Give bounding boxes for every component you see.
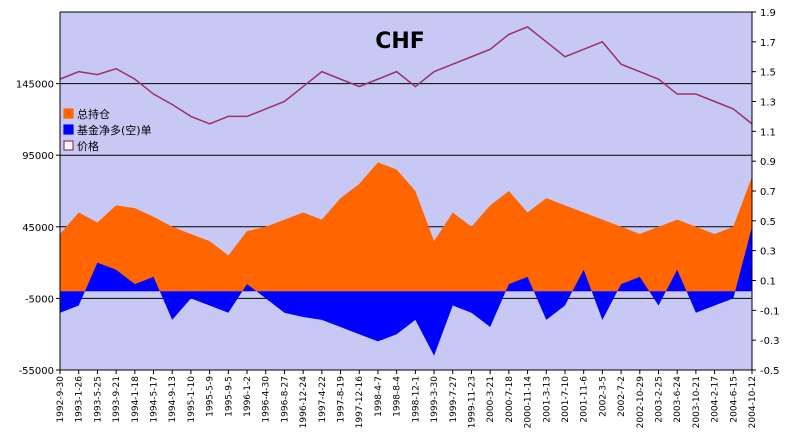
x-tick-label-2: 1993-5-25 xyxy=(93,376,103,423)
total-open-interest-area xyxy=(60,162,752,292)
right-tick-labels: -0.5 -0.3 -0.1 0.1 0.3 0.5 0.7 0.9 1.1 1.3 1.5 1.7 1… xyxy=(752,8,780,377)
x-tick-label-32: 2003-2-25 xyxy=(654,376,664,423)
x-tick-label-4: 1994-1-18 xyxy=(131,376,141,423)
price-line xyxy=(59,26,753,125)
right-tick-label-0: -0.5 xyxy=(760,366,780,377)
x-tick-label-14: 1997-4-22 xyxy=(318,376,328,423)
right-tick-label-6: 0.7 xyxy=(760,187,776,198)
x-tick-label-1: 1993-1-26 xyxy=(75,376,85,423)
right-tick-label-2: -0.1 xyxy=(760,306,780,317)
right-tick-label-3: 0.1 xyxy=(760,277,776,288)
x-tick-label-6: 1994-9-13 xyxy=(168,376,178,423)
x-tick-label-18: 1998-8-4 xyxy=(393,376,403,417)
legend-swatch-0 xyxy=(63,108,74,119)
x-tick-label-21: 1999-7-27 xyxy=(449,376,459,423)
right-tick-label-10: 1.5 xyxy=(760,68,776,79)
left-tick-label-1: -5000 xyxy=(25,294,54,305)
legend-label-2: 价格 xyxy=(77,139,99,153)
legend-label-1: 基金净多(空)单 xyxy=(77,123,152,137)
x-tick-label-8: 1995-5-9 xyxy=(206,376,216,417)
x-tick-label-11: 1996-4-30 xyxy=(262,376,272,423)
left-tick-label-0: -55000 xyxy=(19,366,54,377)
legend-label-0: 总持仓 xyxy=(77,107,110,121)
x-tick-label-34: 2003-10-21 xyxy=(692,376,702,428)
x-tick-label-24: 2000-7-18 xyxy=(505,376,515,423)
right-tick-label-12: 1.9 xyxy=(760,8,776,19)
x-tick-label-28: 2001-11-6 xyxy=(580,376,590,423)
x-tick-label-19: 1998-12-1 xyxy=(411,376,421,423)
x-tick-label-7: 1995-1-10 xyxy=(187,376,197,423)
x-tick-labels: 1992-9-30 1993-1-26 1993-5-25 1993-9-21 1994… xyxy=(56,370,758,428)
left-tick-label-2: 45000 xyxy=(22,223,54,234)
x-tick-label-13: 1996-12-24 xyxy=(299,376,309,429)
right-tick-label-8: 1.1 xyxy=(760,127,776,138)
chart-title: CHF xyxy=(375,29,425,54)
right-tick-label-5: 0.5 xyxy=(760,217,776,228)
x-tick-label-9: 1995-9-5 xyxy=(224,376,234,417)
left-tick-labels: -55000 -5000 45000 95000 145000 xyxy=(16,80,60,377)
x-tick-label-20: 1999-3-30 xyxy=(430,376,440,423)
right-tick-label-9: 1.3 xyxy=(760,98,776,109)
x-tick-label-30: 2002-7-2 xyxy=(617,376,627,417)
right-tick-label-7: 0.9 xyxy=(760,157,776,168)
x-tick-label-5: 1994-5-17 xyxy=(150,376,160,423)
x-tick-label-10: 1996-1-2 xyxy=(243,376,253,417)
right-tick-label-4: 0.3 xyxy=(760,247,776,258)
x-tick-label-35: 2004-2-17 xyxy=(711,376,721,423)
x-tick-label-37: 2004-10-12 xyxy=(748,376,758,428)
left-tick-label-3: 95000 xyxy=(22,151,54,162)
x-tick-label-16: 1997-12-16 xyxy=(355,376,365,429)
legend-swatch-2 xyxy=(63,140,74,151)
x-tick-label-0: 1992-9-30 xyxy=(56,376,66,423)
x-tick-label-17: 1998-4-7 xyxy=(374,376,384,417)
x-tick-label-23: 2000-3-21 xyxy=(486,376,496,423)
x-tick-label-3: 1993-9-21 xyxy=(112,376,122,423)
net-fund-position-area xyxy=(60,226,752,356)
x-tick-label-12: 1996-8-27 xyxy=(280,376,290,423)
x-tick-label-22: 1999-11-23 xyxy=(467,376,477,428)
right-tick-label-1: -0.3 xyxy=(760,336,780,347)
x-tick-label-29: 2002-3-5 xyxy=(598,376,608,417)
x-tick-label-15: 1997-8-19 xyxy=(337,376,347,423)
x-tick-label-31: 2002-10-29 xyxy=(636,376,646,429)
x-tick-label-27: 2001-7-10 xyxy=(561,376,571,423)
x-tick-label-33: 2003-6-24 xyxy=(673,376,683,423)
x-tick-label-26: 2001-3-13 xyxy=(542,376,552,423)
x-tick-label-36: 2004-6-15 xyxy=(729,376,739,423)
x-tick-label-25: 2000-11-14 xyxy=(524,376,534,429)
left-tick-label-4: 145000 xyxy=(16,80,54,91)
legend-swatch-1 xyxy=(63,124,74,135)
right-tick-label-11: 1.7 xyxy=(760,38,776,49)
